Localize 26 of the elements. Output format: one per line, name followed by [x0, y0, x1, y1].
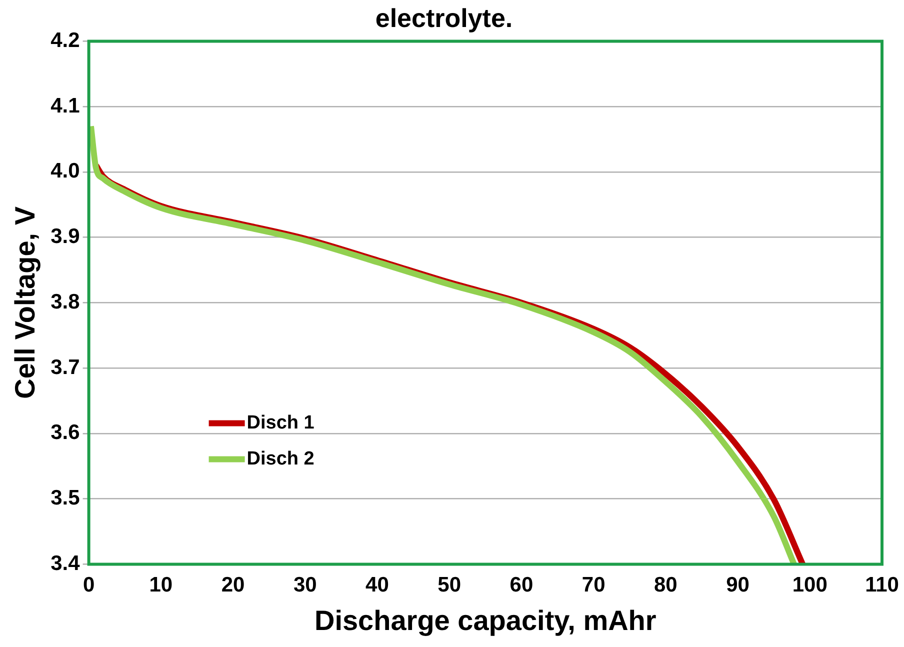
- legend-label: Disch 2: [246, 448, 314, 470]
- x-tick-label: 60: [510, 574, 534, 597]
- y-tick-label: 3.8: [50, 290, 80, 314]
- x-tick-label: 50: [438, 574, 462, 597]
- chart-title: electrolyte.: [375, 2, 513, 33]
- y-tick-label: 4.1: [50, 94, 80, 118]
- x-tick-label: 30: [293, 574, 317, 597]
- x-tick-label: 90: [726, 574, 750, 597]
- x-tick-label: 20: [221, 574, 245, 597]
- y-tick-label: 3.7: [50, 356, 80, 379]
- y-tick-label: 3.5: [50, 486, 80, 510]
- y-tick-label: 3.9: [50, 225, 80, 248]
- y-tick-label: 3.4: [50, 552, 80, 575]
- y-tick-label: 3.6: [50, 421, 80, 444]
- x-tick-label: 10: [149, 574, 173, 597]
- legend-label: Disch 1: [246, 412, 315, 434]
- y-tick-label: 4.2: [50, 28, 80, 52]
- x-tick-label: 40: [366, 574, 389, 597]
- x-tick-label: 100: [792, 574, 828, 597]
- y-axis-title: Cell Voltage, V: [10, 206, 41, 399]
- y-tick-label: 4.0: [50, 160, 80, 183]
- x-tick-label: 80: [654, 574, 678, 597]
- x-axis-title: Discharge capacity, mAhr: [314, 604, 656, 636]
- x-tick-label: 110: [865, 574, 899, 597]
- x-tick-label: 70: [582, 574, 606, 597]
- x-tick-label: 0: [82, 574, 95, 597]
